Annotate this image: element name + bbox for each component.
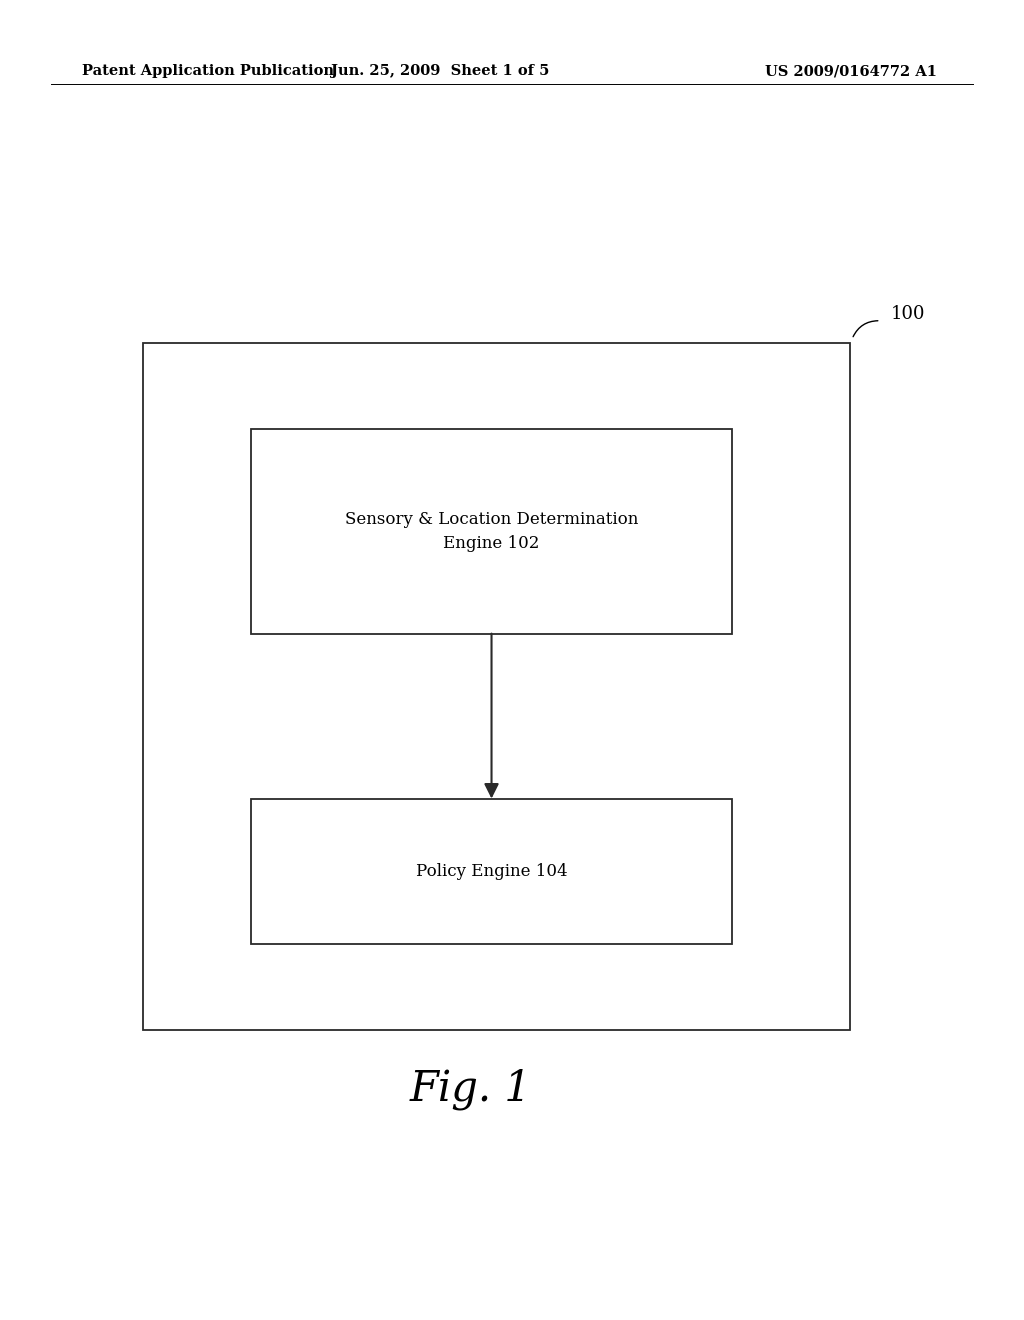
- Bar: [251, 429, 732, 634]
- Text: Policy Engine 104: Policy Engine 104: [416, 863, 567, 879]
- Text: Patent Application Publication: Patent Application Publication: [82, 65, 334, 78]
- Text: Sensory & Location Determination
Engine 102: Sensory & Location Determination Engine …: [345, 511, 638, 552]
- Text: Jun. 25, 2009  Sheet 1 of 5: Jun. 25, 2009 Sheet 1 of 5: [331, 65, 550, 78]
- Text: US 2009/0164772 A1: US 2009/0164772 A1: [765, 65, 937, 78]
- Bar: [143, 343, 850, 1030]
- Text: Fig. 1: Fig. 1: [410, 1068, 532, 1110]
- Bar: [251, 799, 732, 944]
- Text: 100: 100: [891, 305, 926, 323]
